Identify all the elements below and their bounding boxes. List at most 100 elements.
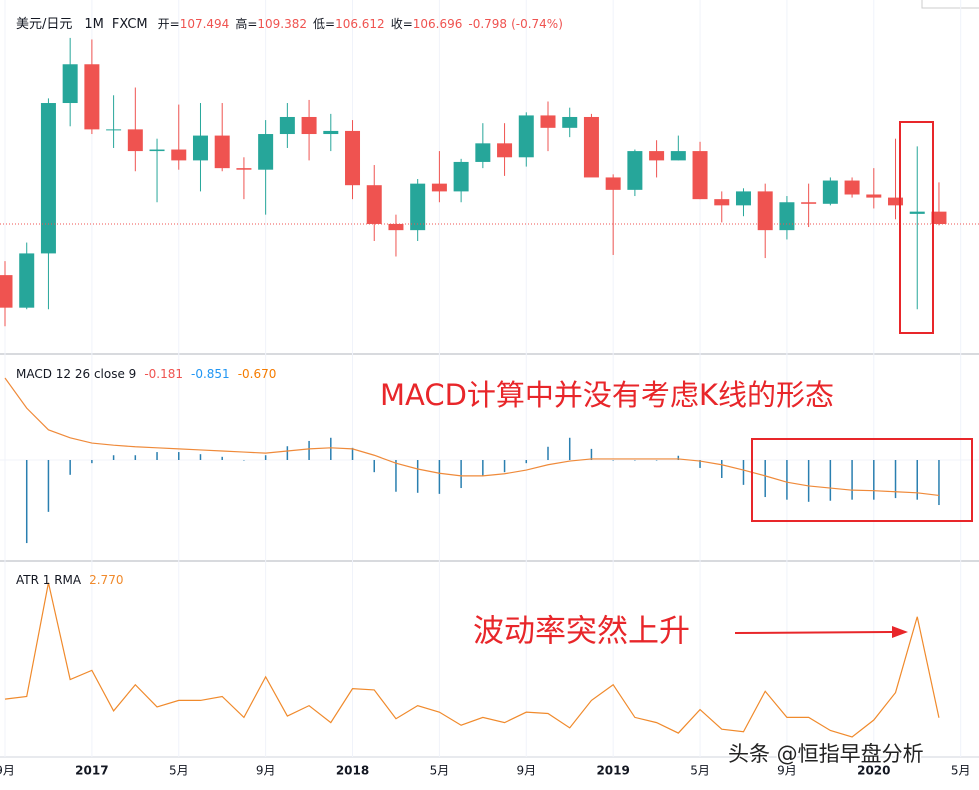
quote-value: 106.612: [335, 17, 385, 31]
x-tick-label: 2020: [857, 764, 890, 778]
candle-body: [345, 130, 361, 186]
macd-bar: [525, 460, 528, 464]
macd-bar: [503, 460, 506, 473]
quote-value: 106.696: [413, 17, 463, 31]
x-tick-label: 9月: [256, 764, 276, 778]
macd-bar: [482, 460, 484, 476]
candle-body: [323, 130, 339, 135]
candle-body: [518, 115, 534, 158]
macd-bar: [395, 460, 397, 492]
candle-body: [62, 64, 78, 104]
readout: -0.851: [191, 367, 230, 381]
macd-bar: [851, 460, 853, 500]
candle-body: [735, 191, 751, 206]
macd-bar: [677, 455, 680, 460]
x-tick-label: 9月: [0, 764, 15, 778]
atr-header: ATR 1 RMA 2.770: [16, 573, 123, 587]
x-tick-label: 5月: [951, 764, 971, 778]
candle-body: [670, 151, 686, 161]
candle-body: [40, 103, 56, 254]
macd-bar: [807, 460, 810, 502]
symbol: 美元/日元: [16, 17, 72, 32]
macd-bar: [178, 452, 180, 460]
x-tick-label: 2018: [336, 764, 369, 778]
symbol-header: 美元/日元 1M FXCM 开=107.494 高=109.382 低=106.612 收=…: [16, 16, 563, 32]
macd-bar: [112, 455, 115, 460]
candle-body: [192, 135, 208, 161]
annotation: 波动率突然上升: [473, 614, 690, 650]
macd-bar: [894, 460, 897, 499]
quote-label: 高=: [235, 16, 257, 31]
macd-bar: [742, 460, 745, 485]
macd-bar: [568, 437, 571, 460]
macd-bar: [916, 460, 918, 500]
macd-bar: [547, 446, 549, 460]
quote-label: 低=: [313, 17, 335, 31]
macd-bar: [243, 460, 245, 461]
macd-bar: [829, 460, 832, 501]
candle-body: [540, 115, 556, 128]
candle-body: [258, 134, 274, 170]
source: FXCM: [112, 17, 148, 32]
candle-body: [84, 64, 100, 130]
macd-bar: [416, 460, 419, 493]
indicator-title: MACD 12 26 close 9: [16, 367, 136, 381]
macd-bar: [199, 454, 202, 460]
candle-body: [149, 149, 165, 152]
quote-label: 开=: [158, 17, 180, 31]
candle-body: [453, 161, 469, 192]
macd-bar: [938, 460, 940, 506]
x-tick-label: 5月: [690, 764, 710, 778]
macd-bar: [873, 460, 875, 500]
candle-body: [627, 151, 643, 190]
candle-body: [866, 194, 882, 198]
candle-body: [692, 151, 708, 200]
readout: 2.770: [89, 573, 123, 587]
x-tick-label: 5月: [430, 764, 450, 778]
watermark: 头条 @恒指早盘分析: [728, 742, 924, 766]
corner-box: [921, 0, 979, 9]
x-tick-label: 2019: [596, 764, 629, 778]
arrow-shaft: [734, 631, 895, 634]
quote-value: 109.382: [257, 17, 307, 31]
macd-bar: [221, 456, 223, 460]
candle-body: [714, 199, 730, 206]
macd-bar: [612, 460, 614, 461]
annotation: MACD计算中并没有考虑K线的形态: [380, 378, 834, 412]
candle-body: [844, 180, 860, 195]
macd-bar: [330, 437, 332, 460]
macd-bar: [25, 460, 28, 544]
macd-header: MACD 12 26 close 9 -0.181 -0.851 -0.670: [16, 367, 276, 381]
macd-bar: [351, 447, 354, 460]
change-pct: (-0.74%): [511, 17, 563, 31]
candle-body: [888, 197, 904, 206]
x-tick-label: 2017: [75, 764, 108, 778]
macd-bar: [634, 460, 636, 461]
candle-body: [171, 149, 187, 161]
marks: 9月 2017 5月 9月 2018 5月 9月 2019 5月 9月 2020 5月: [0, 37, 979, 778]
macd-bar: [438, 460, 441, 494]
indicator-title: ATR 1 RMA: [16, 573, 82, 587]
candle-body: [822, 180, 838, 204]
candle-body: [909, 211, 925, 214]
candle-body: [779, 202, 795, 231]
macd-bar: [286, 446, 289, 460]
macd-bar: [47, 460, 50, 512]
macd-bar: [69, 460, 71, 475]
candle-body: [106, 129, 122, 131]
candle-body: [301, 116, 317, 135]
macd-bar: [460, 460, 462, 489]
macd-bar: [786, 460, 788, 500]
candle-body: [583, 116, 599, 178]
macd-bar: [264, 455, 267, 460]
x-tick-label: 9月: [516, 764, 536, 778]
quote-value: 107.494: [180, 17, 230, 31]
candle-body: [475, 143, 491, 162]
x-tick-label: 5月: [169, 764, 189, 778]
candle-body: [649, 151, 665, 161]
candle-body: [801, 202, 817, 204]
arrow-head: [892, 626, 908, 638]
candle-body: [562, 116, 578, 128]
